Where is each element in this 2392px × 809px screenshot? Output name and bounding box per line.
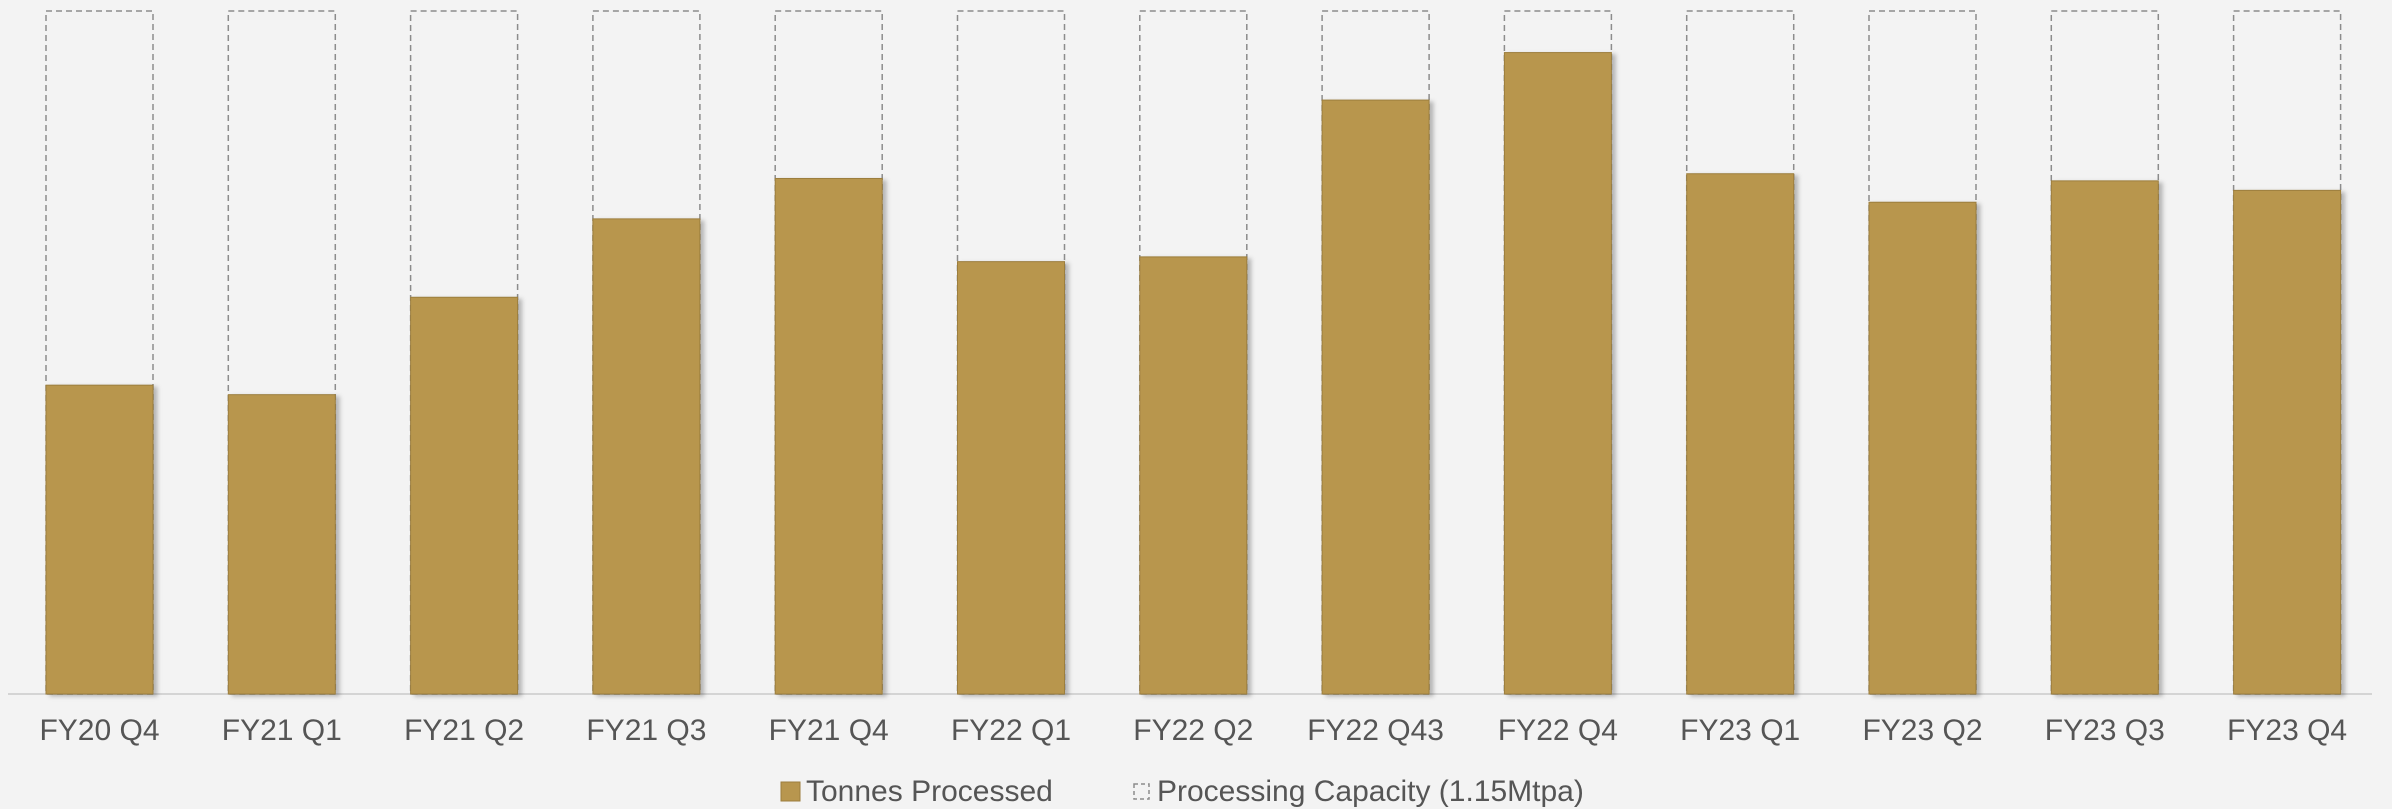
x-tick-label: FY22 Q2	[1133, 714, 1253, 747]
bar	[1503, 52, 1612, 695]
bar	[1139, 256, 1248, 695]
x-tick-label: FY21 Q1	[222, 714, 342, 747]
legend-label: Processing Capacity (1.15Mtpa)	[1157, 775, 1584, 808]
bar	[2050, 180, 2159, 695]
x-tick-label: FY21 Q4	[769, 714, 889, 747]
legend-swatch	[1133, 783, 1150, 800]
x-tick-label: FY22 Q43	[1307, 714, 1444, 747]
x-tick-label: FY22 Q4	[1498, 714, 1618, 747]
x-tick-label: FY23 Q2	[1862, 714, 1982, 747]
bar	[410, 296, 519, 695]
bar	[1868, 201, 1977, 695]
legend-swatch	[780, 781, 801, 802]
x-tick-label: FY23 Q4	[2227, 714, 2347, 747]
x-tick-label: FY21 Q3	[586, 714, 706, 747]
bar	[774, 177, 883, 695]
legend-label: Tonnes Processed	[806, 775, 1053, 808]
bar	[1686, 173, 1795, 695]
bar	[2233, 189, 2342, 695]
x-tick-label: FY22 Q1	[951, 714, 1071, 747]
x-tick-label: FY20 Q4	[39, 714, 159, 747]
x-tick-label: FY21 Q2	[404, 714, 524, 747]
bar	[1321, 99, 1430, 695]
bar	[45, 384, 154, 695]
x-tick-label: FY23 Q3	[2045, 714, 2165, 747]
bar	[592, 218, 701, 695]
x-tick-label: FY23 Q1	[1680, 714, 1800, 747]
bar	[957, 261, 1065, 695]
bar	[227, 394, 336, 695]
